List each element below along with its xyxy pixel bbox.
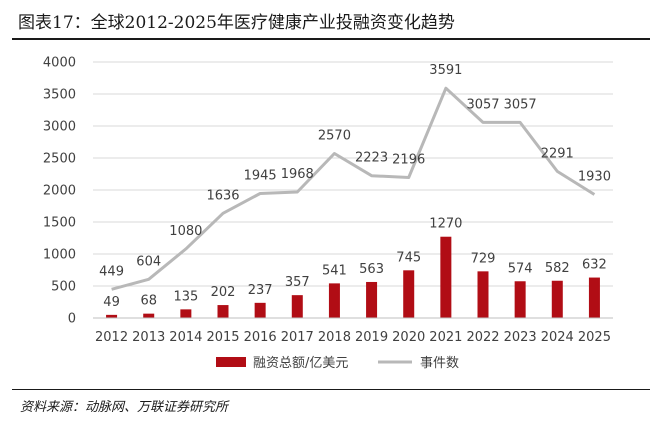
bar <box>477 271 489 318</box>
bar <box>106 314 118 318</box>
bar-data-label: 237 <box>248 283 273 298</box>
bar <box>180 309 192 318</box>
line-data-label: 1080 <box>169 224 202 239</box>
x-tick-label: 2022 <box>466 330 499 345</box>
y-tick-label: 2500 <box>43 152 76 167</box>
line-data-label: 604 <box>136 254 161 269</box>
x-tick-label: 2016 <box>244 330 277 345</box>
bar <box>217 305 229 318</box>
line-data-label: 1968 <box>281 167 314 182</box>
chart-title: 图表17：全球2012-2025年医疗健康产业投融资变化趋势 <box>18 13 455 33</box>
bar-data-label: 729 <box>471 251 496 266</box>
y-tick-label: 1500 <box>43 216 76 231</box>
y-tick-label: 0 <box>68 312 76 327</box>
bar-data-label: 202 <box>211 285 236 300</box>
bar-data-label: 745 <box>396 250 421 265</box>
x-tick-label: 2014 <box>169 330 202 345</box>
y-tick-label: 4000 <box>43 56 76 71</box>
x-tick-label: 2012 <box>95 330 128 345</box>
title-rule <box>12 38 650 40</box>
bar <box>588 277 600 318</box>
x-tick-label: 2024 <box>541 330 574 345</box>
line-data-label: 2570 <box>318 129 351 144</box>
legend-label-funding: 融资总额/亿美元 <box>253 356 348 371</box>
line-data-label: 3057 <box>504 97 537 112</box>
x-tick-label: 2017 <box>281 330 314 345</box>
bar-data-label: 541 <box>322 263 347 278</box>
x-tick-label: 2023 <box>504 330 537 345</box>
line-data-label: 2196 <box>392 152 425 167</box>
legend-swatch-funding <box>216 357 246 367</box>
x-tick-label: 2018 <box>318 330 351 345</box>
chart-canvas: 0 500 1000 1500 2000 2500 3000 3500 4000 49 68 135 2… <box>43 56 613 371</box>
bar <box>403 270 415 318</box>
bar-data-label: 135 <box>173 289 198 304</box>
y-tick-label: 3500 <box>43 88 76 103</box>
line-data-label: 1636 <box>206 188 239 203</box>
bar-data-label: 49 <box>103 295 120 310</box>
bar <box>514 281 526 318</box>
line-data-label: 2223 <box>355 151 388 166</box>
bar-data-label: 632 <box>582 258 607 273</box>
bar-data-label: 1270 <box>429 217 462 232</box>
bar-data-label: 68 <box>140 294 157 309</box>
line-data-label: 2291 <box>541 146 574 161</box>
y-tick-label: 500 <box>51 280 76 295</box>
bar <box>440 236 452 318</box>
x-tick-label: 2013 <box>132 330 165 345</box>
x-tick-label: 2021 <box>429 330 462 345</box>
events-line <box>111 86 596 291</box>
bar-data-label: 357 <box>285 275 310 290</box>
x-tick-label: 2019 <box>355 330 388 345</box>
bar-data-label: 574 <box>508 261 533 276</box>
x-tick-label: 2025 <box>578 330 611 345</box>
y-tick-label: 3000 <box>43 120 76 135</box>
y-tick-label: 1000 <box>43 248 76 263</box>
bar <box>551 280 563 318</box>
line-data-label: 3057 <box>466 97 499 112</box>
line-data-label: 3591 <box>429 63 462 78</box>
bar <box>143 313 155 318</box>
bar <box>291 295 303 318</box>
footer-rule <box>12 389 650 390</box>
bar-data-label: 563 <box>359 262 384 277</box>
legend-label-events: 事件数 <box>420 356 459 371</box>
bar-data-label: 582 <box>545 261 570 276</box>
y-tick-label: 2000 <box>43 184 76 199</box>
source-note: 资料来源：动脉网、万联证券研究所 <box>20 400 229 415</box>
bar <box>328 283 340 318</box>
bar <box>366 281 378 318</box>
x-tick-label: 2020 <box>392 330 425 345</box>
x-tick-label: 2015 <box>206 330 239 345</box>
line-data-label: 1930 <box>578 169 611 184</box>
line-data-label: 449 <box>99 264 124 279</box>
bar <box>254 302 266 318</box>
line-data-label: 1945 <box>244 169 277 184</box>
